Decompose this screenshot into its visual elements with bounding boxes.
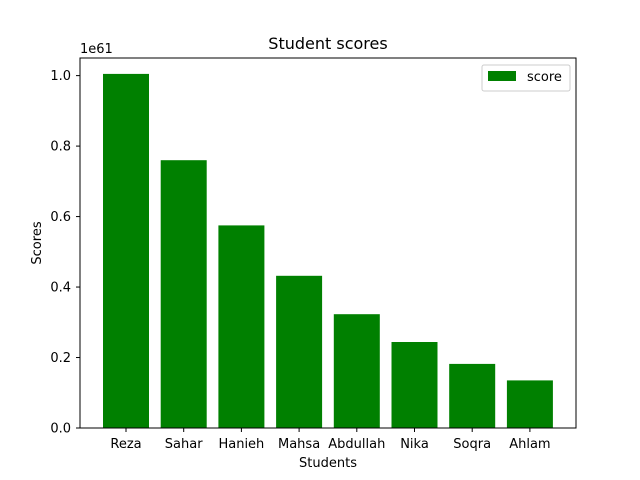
- x-tick-label: Hanieh: [218, 437, 264, 452]
- x-tick-label: Soqra: [453, 437, 491, 452]
- legend-label: score: [527, 70, 562, 85]
- legend: score: [481, 64, 571, 92]
- x-tick-label: Mahsa: [278, 437, 320, 452]
- x-ticks-group: Reza Sahar Hanieh Mahsa Abdullah Nika Soqra Ahl…: [110, 428, 551, 452]
- chart-title: Student scores: [268, 34, 387, 53]
- plot-frame: [79, 57, 577, 429]
- y-tick-label: 0.6: [50, 210, 71, 225]
- x-tick-label: Sahar: [165, 437, 203, 452]
- bar-abdullah: [333, 314, 380, 428]
- bar-reza: [103, 73, 149, 429]
- x-tick-label: Ahlam: [509, 437, 550, 452]
- bar-ahlam: [506, 380, 553, 428]
- bar-nika: [391, 342, 438, 428]
- bars-group: [103, 73, 553, 429]
- y-tick-label: 1.0: [50, 69, 71, 84]
- y-axis-label: Scores: [30, 221, 45, 264]
- y-tick-label: 0.8: [50, 140, 71, 155]
- legend-swatch: [488, 71, 516, 81]
- y-tick-label: 0.4: [50, 281, 71, 296]
- y-ticks-group: 0.0 0.2 0.4 0.6 0.8 1.0: [50, 69, 80, 437]
- x-tick-label: Nika: [400, 437, 429, 452]
- bar-sahar: [160, 160, 207, 428]
- x-axis-label: Students: [299, 456, 357, 471]
- y-tick-label: 0.2: [50, 351, 71, 366]
- y-axis-multiplier: 1e61: [80, 42, 113, 57]
- x-tick-label: Abdullah: [328, 437, 385, 452]
- bar-mahsa: [276, 275, 323, 428]
- bar-soqra: [449, 363, 496, 428]
- y-tick-label: 0.0: [50, 422, 71, 437]
- x-tick-label: Reza: [110, 437, 141, 452]
- bar-hanieh: [218, 225, 265, 428]
